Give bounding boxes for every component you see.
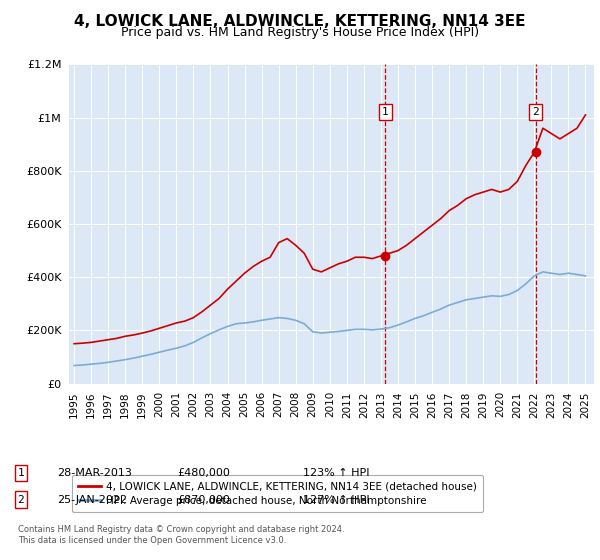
- Legend: 4, LOWICK LANE, ALDWINCLE, KETTERING, NN14 3EE (detached house), HPI: Average pr: 4, LOWICK LANE, ALDWINCLE, KETTERING, NN…: [71, 475, 483, 512]
- Text: £870,000: £870,000: [177, 494, 230, 505]
- Text: 25-JAN-2022: 25-JAN-2022: [57, 494, 127, 505]
- Text: 127% ↑ HPI: 127% ↑ HPI: [303, 494, 370, 505]
- Text: 28-MAR-2013: 28-MAR-2013: [57, 468, 132, 478]
- Text: Price paid vs. HM Land Registry's House Price Index (HPI): Price paid vs. HM Land Registry's House …: [121, 26, 479, 39]
- Text: 1: 1: [382, 108, 388, 117]
- Text: Contains HM Land Registry data © Crown copyright and database right 2024.
This d: Contains HM Land Registry data © Crown c…: [18, 525, 344, 545]
- Text: 1: 1: [17, 468, 25, 478]
- Text: 2: 2: [532, 108, 539, 117]
- Text: 2: 2: [17, 494, 25, 505]
- Text: 123% ↑ HPI: 123% ↑ HPI: [303, 468, 370, 478]
- Text: £480,000: £480,000: [177, 468, 230, 478]
- Text: 4, LOWICK LANE, ALDWINCLE, KETTERING, NN14 3EE: 4, LOWICK LANE, ALDWINCLE, KETTERING, NN…: [74, 14, 526, 29]
